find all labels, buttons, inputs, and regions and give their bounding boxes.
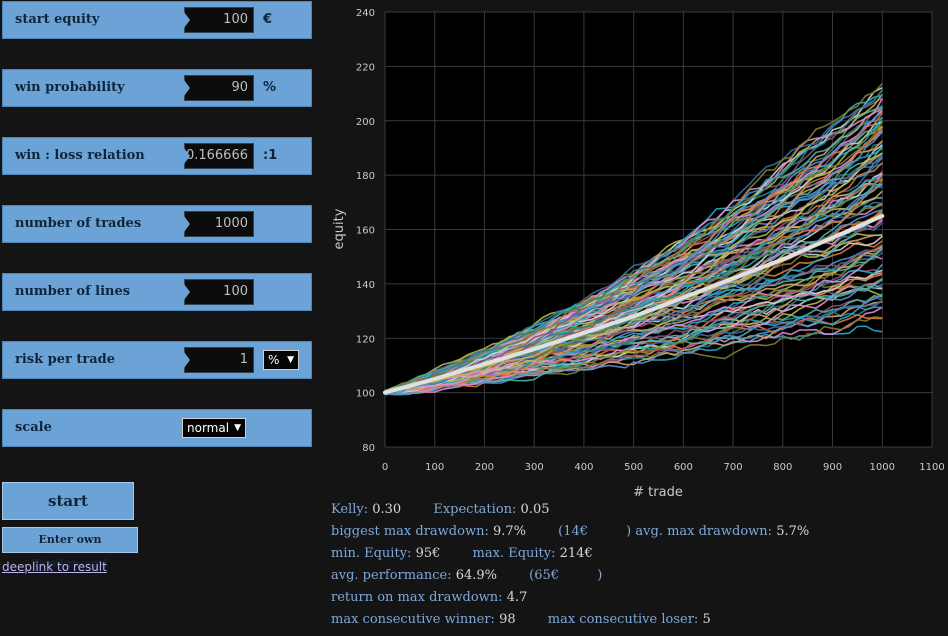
romd-value: 4.7 xyxy=(506,590,528,605)
biggest-drawdown-abs-close: ) xyxy=(626,524,632,539)
x-tick-label: 1000 xyxy=(870,462,895,473)
x-tick-label: 400 xyxy=(574,462,593,473)
scale-label: scale xyxy=(15,420,52,435)
input-arrow-icon xyxy=(184,148,190,164)
win-loss-relation-label: win : loss relation xyxy=(15,148,145,163)
chevron-down-icon: ▼ xyxy=(234,423,241,433)
x-tick-label: 1100 xyxy=(919,462,944,473)
max-consecutive-winner-label: max consecutive winner: xyxy=(331,612,495,627)
x-tick-label: 0 xyxy=(382,462,388,473)
y-tick-label: 100 xyxy=(356,389,375,400)
biggest-drawdown-abs: (14€ xyxy=(558,524,589,539)
chevron-down-icon: ▼ xyxy=(287,355,294,365)
stats-row-consecutive: max consecutive winner: 98 max consecuti… xyxy=(331,612,711,627)
y-axis-label: equity xyxy=(332,208,347,249)
simulation-line xyxy=(384,155,883,394)
number-of-trades-input[interactable]: 1000 xyxy=(184,211,254,237)
start-equity-unit: € xyxy=(263,12,273,27)
x-tick-label: 300 xyxy=(525,462,544,473)
min-equity-label: min. Equity: xyxy=(331,546,412,561)
win-loss-relation-unit: :1 xyxy=(263,148,278,163)
input-arrow-icon xyxy=(184,284,190,300)
scale-select-value: normal xyxy=(187,421,230,435)
win-probability-label: win probability xyxy=(15,80,125,95)
average-equity-line xyxy=(383,213,885,395)
risk-per-trade-input[interactable]: 1 xyxy=(184,347,254,373)
max-consecutive-winner-value: 98 xyxy=(499,612,516,627)
scale-select[interactable]: normal ▼ xyxy=(182,418,246,438)
start-equity-row: start equity 100 € xyxy=(2,1,312,39)
risk-unit-select[interactable]: % ▼ xyxy=(263,350,299,370)
deeplink-to-result-link[interactable]: deeplink to result xyxy=(2,560,107,574)
number-of-trades-row: number of trades 1000 xyxy=(2,205,312,243)
win-probability-input[interactable]: 90 xyxy=(184,75,254,101)
simulation-line xyxy=(384,278,883,395)
max-consecutive-loser-label: max consecutive loser: xyxy=(547,612,699,627)
start-equity-label: start equity xyxy=(15,12,100,27)
x-tick-label: 900 xyxy=(823,462,842,473)
stats-row-equity: min. Equity: 95€ max. Equity: 214€ xyxy=(331,546,593,561)
number-of-lines-row: number of lines 100 xyxy=(2,273,312,311)
x-tick-label: 700 xyxy=(724,462,743,473)
stats-row-romd: return on max drawdown: 4.7 xyxy=(331,590,527,605)
input-arrow-icon xyxy=(184,216,190,232)
enter-trackrecord-button[interactable]: Enter own Trackrecord xyxy=(2,527,138,570)
start-equity-input[interactable]: 100 xyxy=(184,7,254,33)
avg-performance-abs-close: ) xyxy=(597,568,603,583)
win-loss-relation-input[interactable]: 0.166666 xyxy=(184,143,254,169)
max-equity-label: max. Equity: xyxy=(472,546,556,561)
expectation-label: Expectation: xyxy=(433,502,517,517)
win-loss-relation-row: win : loss relation 0.166666 :1 xyxy=(2,137,312,175)
max-equity-value: 214€ xyxy=(559,546,593,561)
romd-label: return on max drawdown: xyxy=(331,590,503,605)
avg-performance-label: avg. performance: xyxy=(331,568,452,583)
stats-row-performance: avg. performance: 64.9% (65€ ) xyxy=(331,568,602,583)
y-tick-label: 200 xyxy=(356,117,375,128)
y-tick-label: 80 xyxy=(362,443,375,454)
start-simulation-button[interactable]: start simulation xyxy=(2,482,134,546)
number-of-lines-input[interactable]: 100 xyxy=(184,279,254,305)
avg-drawdown-value: 5.7% xyxy=(776,524,810,539)
x-axis-label: # trade xyxy=(633,485,683,500)
expectation-value: 0.05 xyxy=(520,502,550,517)
win-probability-unit: % xyxy=(263,80,277,95)
x-tick-label: 800 xyxy=(773,462,792,473)
y-tick-label: 180 xyxy=(356,171,375,182)
equity-chart: 0 100 200 300 400 500 600 700 800 900 1000 1100 80 10… xyxy=(332,8,945,500)
kelly-value: 0.30 xyxy=(372,502,402,517)
simulation-line xyxy=(384,83,883,393)
min-equity-value: 95€ xyxy=(415,546,441,561)
number-of-trades-label: number of trades xyxy=(15,216,142,231)
x-tick-label: 100 xyxy=(425,462,444,473)
y-tick-label: 240 xyxy=(356,8,375,19)
stats-row-kelly: Kelly: 0.30 Expectation: 0.05 xyxy=(331,502,550,517)
x-tick-label: 600 xyxy=(674,462,693,473)
simulation-line xyxy=(384,89,883,395)
biggest-drawdown-value: 9.7% xyxy=(492,524,526,539)
avg-performance-value: 64.9% xyxy=(455,568,498,583)
input-arrow-icon xyxy=(184,12,190,28)
y-tick-label: 120 xyxy=(356,334,375,345)
biggest-drawdown-label: biggest max drawdown: xyxy=(331,524,489,539)
number-of-lines-label: number of lines xyxy=(15,284,131,299)
chart-ticks: 0 100 200 300 400 500 600 700 800 900 1000 1100 80 10… xyxy=(356,8,945,473)
risk-per-trade-label: risk per trade xyxy=(15,352,116,367)
chart-series xyxy=(383,83,885,396)
risk-unit-select-value: % xyxy=(268,353,280,367)
kelly-label: Kelly: xyxy=(331,502,369,517)
x-tick-label: 200 xyxy=(475,462,494,473)
risk-per-trade-row: risk per trade 1 % ▼ xyxy=(2,341,312,379)
input-arrow-icon xyxy=(184,80,190,96)
y-tick-label: 140 xyxy=(356,280,375,291)
y-tick-label: 160 xyxy=(356,226,375,237)
win-probability-row: win probability 90 % xyxy=(2,69,312,107)
stats-row-drawdown: biggest max drawdown: 9.7% (14€ ) avg. m… xyxy=(331,524,809,539)
max-consecutive-loser-value: 5 xyxy=(702,612,711,627)
avg-drawdown-label: avg. max drawdown: xyxy=(635,524,773,539)
y-tick-label: 220 xyxy=(356,62,375,73)
avg-performance-abs: (65€ xyxy=(529,568,560,583)
input-arrow-icon xyxy=(184,352,190,368)
x-tick-label: 500 xyxy=(624,462,643,473)
scale-row: scale normal ▼ xyxy=(2,409,312,447)
